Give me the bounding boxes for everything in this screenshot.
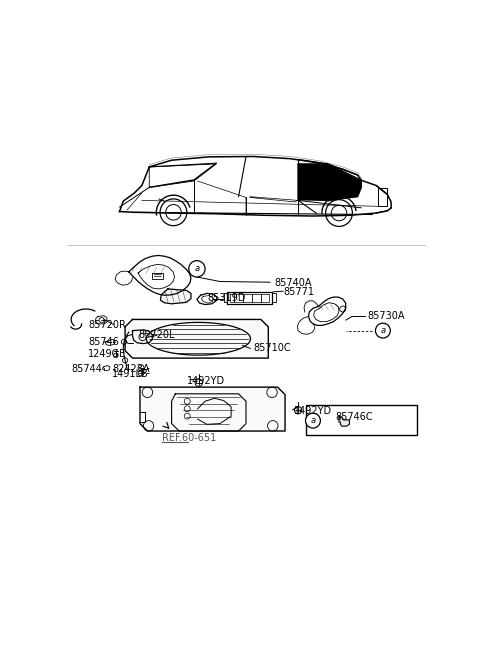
Polygon shape	[298, 164, 361, 201]
Text: a: a	[380, 326, 385, 335]
Polygon shape	[160, 289, 191, 304]
Text: 85720L: 85720L	[138, 330, 175, 340]
Text: a: a	[311, 416, 315, 425]
Text: 85744: 85744	[71, 363, 102, 373]
Text: 85730A: 85730A	[367, 311, 404, 322]
Text: 85740A: 85740A	[274, 278, 312, 288]
Text: 85746: 85746	[88, 337, 119, 347]
Text: 85319D: 85319D	[207, 293, 245, 303]
Text: 1492YD: 1492YD	[186, 376, 225, 386]
Bar	[378, 188, 387, 206]
Text: 85720R: 85720R	[88, 320, 126, 330]
Circle shape	[375, 323, 390, 338]
Text: 85746C: 85746C	[335, 412, 373, 422]
Circle shape	[306, 413, 321, 428]
Polygon shape	[140, 387, 285, 431]
Text: 1491LB: 1491LB	[112, 369, 149, 379]
Polygon shape	[339, 417, 349, 426]
Polygon shape	[125, 320, 268, 358]
Text: a: a	[194, 264, 200, 273]
Bar	[305, 405, 417, 435]
Text: REF.60-651: REF.60-651	[162, 433, 216, 443]
Text: 1249GE: 1249GE	[88, 349, 126, 359]
Text: 85710C: 85710C	[253, 344, 291, 354]
Text: 1492YD: 1492YD	[294, 406, 333, 416]
Circle shape	[189, 261, 205, 277]
Text: 82423A: 82423A	[112, 363, 150, 373]
Text: 85771: 85771	[283, 287, 314, 297]
